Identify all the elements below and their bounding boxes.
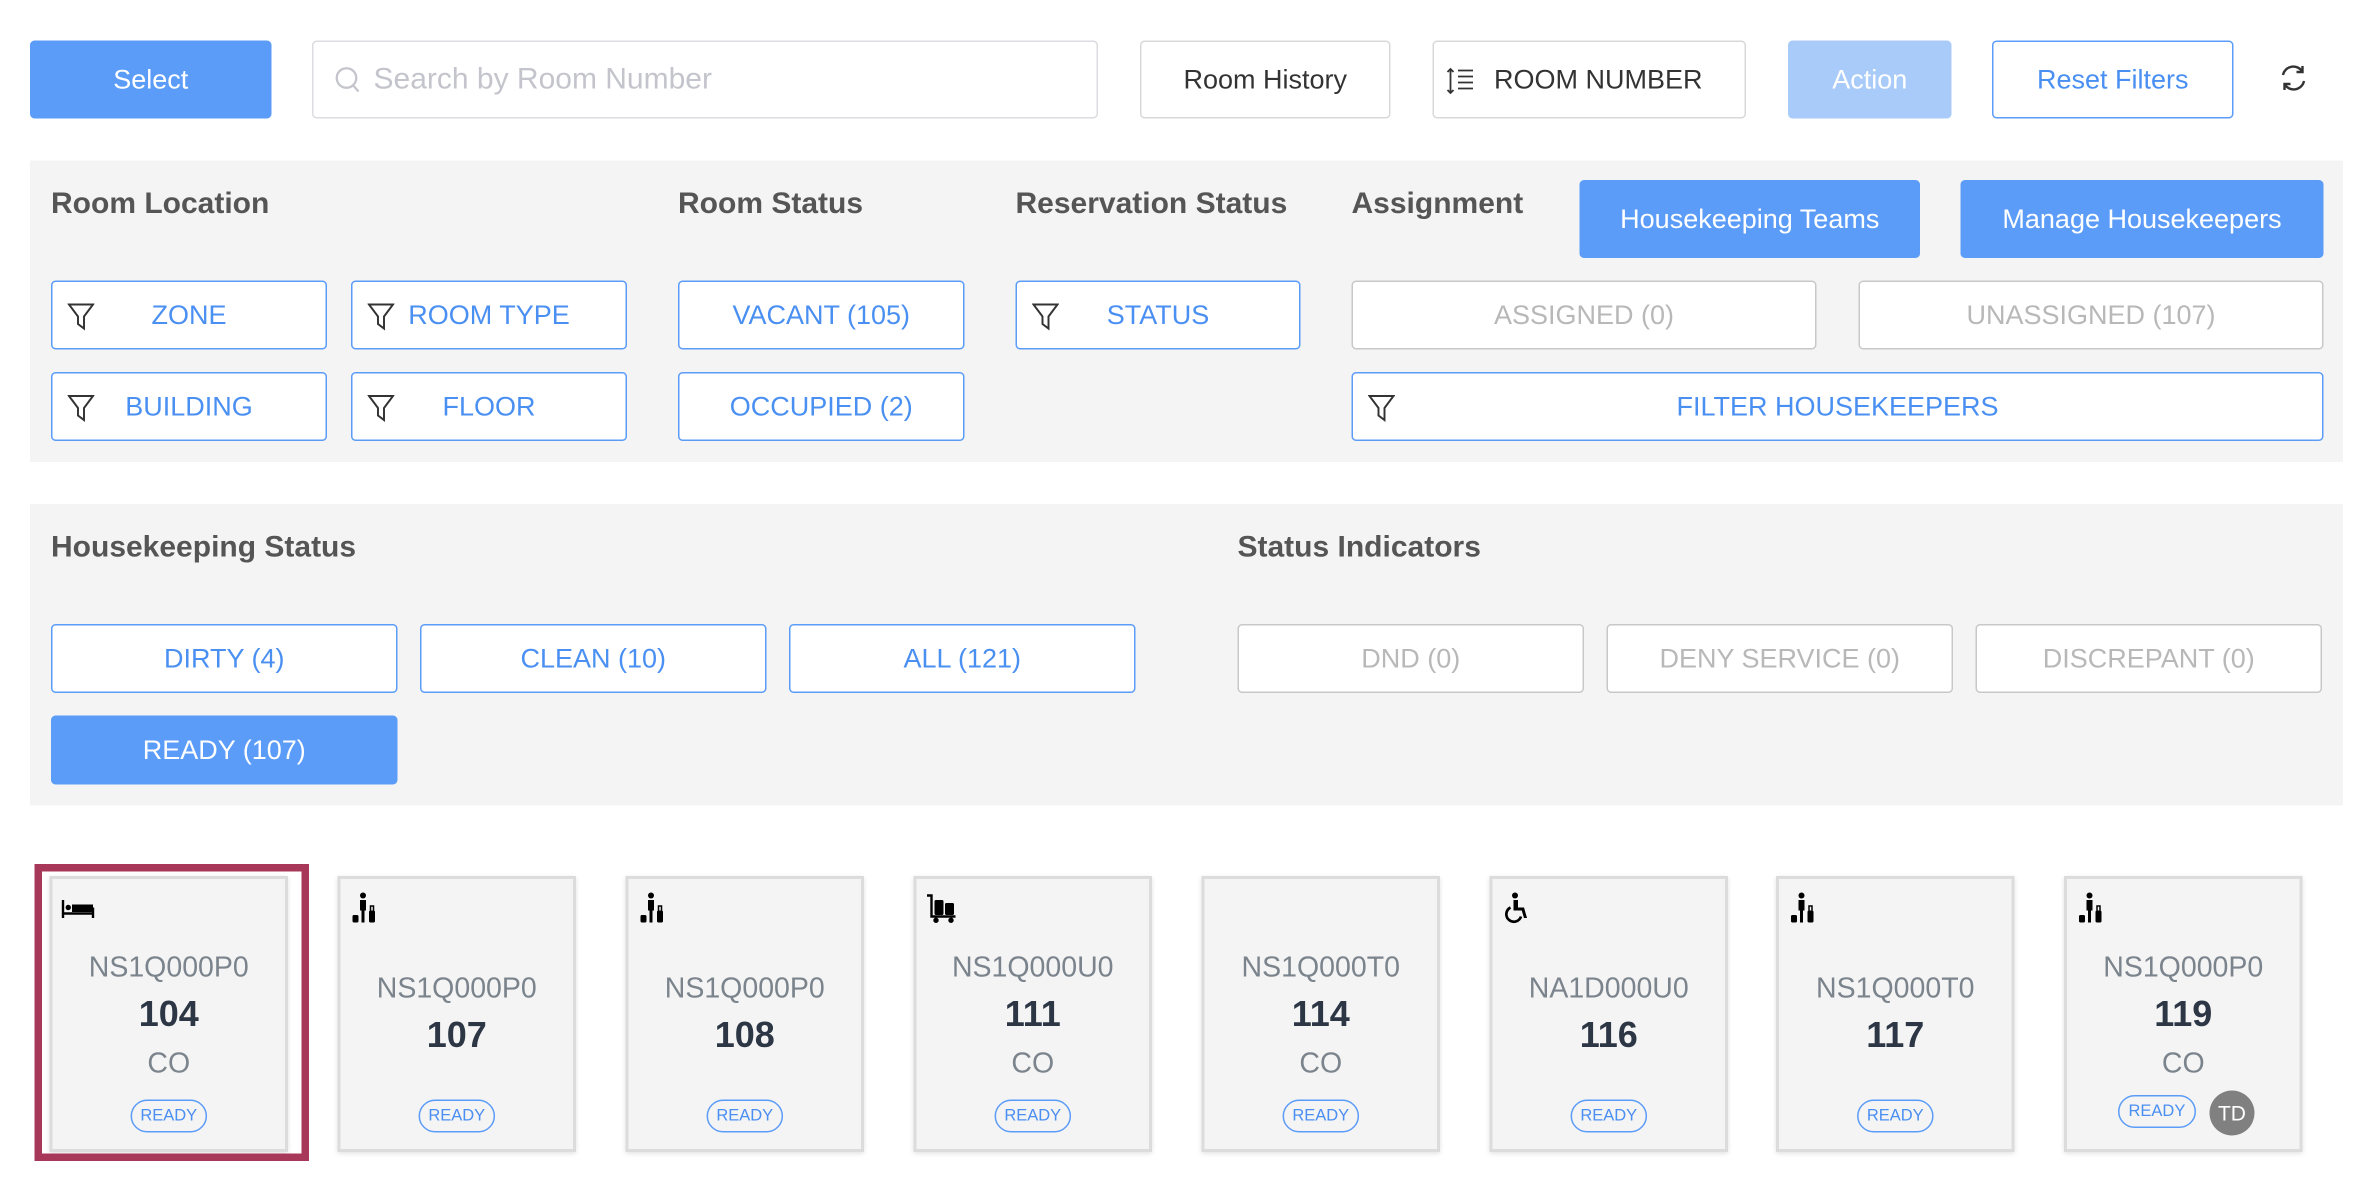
assignment-heading: Assignment — [1351, 187, 1524, 221]
floor-filter[interactable]: FLOOR — [351, 372, 627, 441]
room-type-label: ROOM TYPE — [408, 299, 570, 330]
housekeeping-status-badge: READY — [1569, 1099, 1648, 1133]
room-number: 117 — [1866, 1015, 1925, 1057]
reservation-status-heading: Reservation Status — [1015, 187, 1288, 221]
filter-icon — [367, 303, 395, 331]
clean-filter[interactable]: CLEAN (10) — [420, 624, 767, 693]
vacant-filter[interactable]: VACANT (105) — [678, 280, 965, 350]
room-location-heading: Room Location — [51, 187, 270, 221]
filter-icon — [67, 303, 95, 331]
select-button[interactable]: Select — [30, 40, 272, 119]
zone-label: ZONE — [151, 299, 227, 330]
room-code: NS1Q000P0 — [2103, 952, 2264, 985]
manage-housekeepers-button[interactable]: Manage Housekeepers — [1960, 180, 2324, 258]
room-number: 104 — [138, 994, 199, 1036]
search-input[interactable]: Search by Room Number — [312, 40, 1098, 119]
all-filter[interactable]: ALL (121) — [789, 624, 1136, 693]
room-card[interactable]: NA1D000U0 116 READY — [1489, 876, 1728, 1152]
assignee-avatar: TD — [2209, 1090, 2255, 1136]
sort-icon — [1446, 67, 1473, 95]
filter-icon — [1032, 303, 1059, 331]
status-panel — [30, 504, 2343, 806]
housekeeping-status-badge: READY — [129, 1099, 208, 1133]
traveler-luggage-icon — [1788, 891, 1821, 924]
room-number: 119 — [2154, 994, 2213, 1036]
housekeeping-status-badge: READY — [1281, 1099, 1360, 1133]
assigned-filter[interactable]: ASSIGNED (0) — [1351, 280, 1817, 350]
room-number: 116 — [1579, 1015, 1638, 1057]
dnd-filter[interactable]: DND (0) — [1237, 624, 1584, 693]
room-code: NS1Q000P0 — [88, 952, 249, 985]
action-button[interactable]: Action — [1788, 40, 1952, 119]
housekeeping-status-badge: READY — [705, 1099, 784, 1133]
room-card[interactable]: NS1Q000U0 111 CO READY — [913, 876, 1152, 1152]
filter-housekeepers-button[interactable]: FILTER HOUSEKEEPERS — [1351, 372, 2324, 441]
room-code: NS1Q000T0 — [1241, 952, 1400, 985]
occupied-filter[interactable]: OCCUPIED (2) — [678, 372, 965, 441]
traveler-luggage-icon — [350, 891, 383, 924]
status-indicators-heading: Status Indicators — [1237, 531, 1481, 564]
filter-icon — [1368, 395, 1395, 422]
refresh-icon[interactable] — [2277, 62, 2310, 95]
filter-icon — [367, 395, 395, 422]
room-number: 108 — [714, 1015, 775, 1057]
dirty-filter[interactable]: DIRTY (4) — [51, 624, 398, 693]
reservation-status-filter[interactable]: STATUS — [1015, 280, 1301, 350]
room-card[interactable]: NS1Q000P0 119 CO READY TD — [2064, 876, 2303, 1152]
room-code: NA1D000U0 — [1528, 973, 1689, 1006]
room-card[interactable]: NS1Q000P0 108 READY — [625, 876, 864, 1152]
sort-label: ROOM NUMBER — [1494, 63, 1703, 94]
housekeeping-status-badge: READY — [993, 1099, 1072, 1133]
room-number: 111 — [1004, 994, 1061, 1036]
room-code: NS1Q000T0 — [1816, 973, 1975, 1006]
room-history-button[interactable]: Room History — [1140, 40, 1391, 119]
housekeeping-teams-button[interactable]: Housekeeping Teams — [1579, 180, 1920, 258]
housekeeping-status-badge: READY — [1856, 1099, 1935, 1133]
sort-room-number-button[interactable]: ROOM NUMBER — [1432, 40, 1746, 119]
search-icon — [335, 67, 360, 93]
floor-label: FLOOR — [442, 390, 536, 421]
building-label: BUILDING — [125, 390, 253, 421]
building-filter[interactable]: BUILDING — [51, 372, 327, 441]
housekeeping-status-heading: Housekeeping Status — [51, 531, 357, 564]
bed-icon — [61, 891, 95, 924]
reset-filters-button[interactable]: Reset Filters — [1992, 40, 2234, 119]
room-type-filter[interactable]: ROOM TYPE — [351, 280, 627, 350]
deny-service-filter[interactable]: DENY SERVICE (0) — [1606, 624, 1953, 693]
housekeeping-status-badge: READY — [2118, 1095, 2196, 1128]
room-code: NS1Q000U0 — [951, 952, 1114, 985]
room-status-heading: Room Status — [678, 187, 864, 221]
zone-filter[interactable]: ZONE — [51, 280, 327, 350]
wheelchair-icon — [1502, 891, 1535, 924]
room-card[interactable]: NS1Q000T0 117 READY — [1776, 876, 2015, 1152]
filter-housekeepers-label: FILTER HOUSEKEEPERS — [1676, 390, 1999, 421]
room-status: CO — [147, 1048, 191, 1081]
status-label: STATUS — [1106, 299, 1210, 330]
room-card[interactable]: NS1Q000P0 104 CO READY — [49, 876, 288, 1152]
room-code: NS1Q000P0 — [376, 973, 537, 1006]
discrepant-filter[interactable]: DISCREPANT (0) — [1975, 624, 2322, 693]
room-status: CO — [1299, 1048, 1343, 1081]
unassigned-filter[interactable]: UNASSIGNED (107) — [1858, 280, 2324, 350]
filter-icon — [67, 395, 95, 422]
room-card[interactable]: NS1Q000P0 107 READY — [337, 876, 576, 1152]
room-number: 114 — [1291, 994, 1350, 1036]
search-placeholder: Search by Room Number — [373, 63, 712, 96]
selected-card-outline — [34, 864, 309, 1161]
traveler-luggage-icon — [2076, 891, 2109, 924]
housekeeping-status-badge: READY — [417, 1099, 496, 1133]
luggage-cart-icon — [926, 891, 959, 924]
traveler-luggage-icon — [638, 891, 671, 924]
room-status: CO — [2161, 1048, 2205, 1081]
ready-filter[interactable]: READY (107) — [51, 715, 398, 785]
room-code: NS1Q000P0 — [664, 973, 825, 1006]
room-card[interactable]: NS1Q000T0 114 CO READY — [1201, 876, 1440, 1152]
room-number: 107 — [426, 1015, 487, 1057]
room-status: CO — [1011, 1048, 1055, 1081]
